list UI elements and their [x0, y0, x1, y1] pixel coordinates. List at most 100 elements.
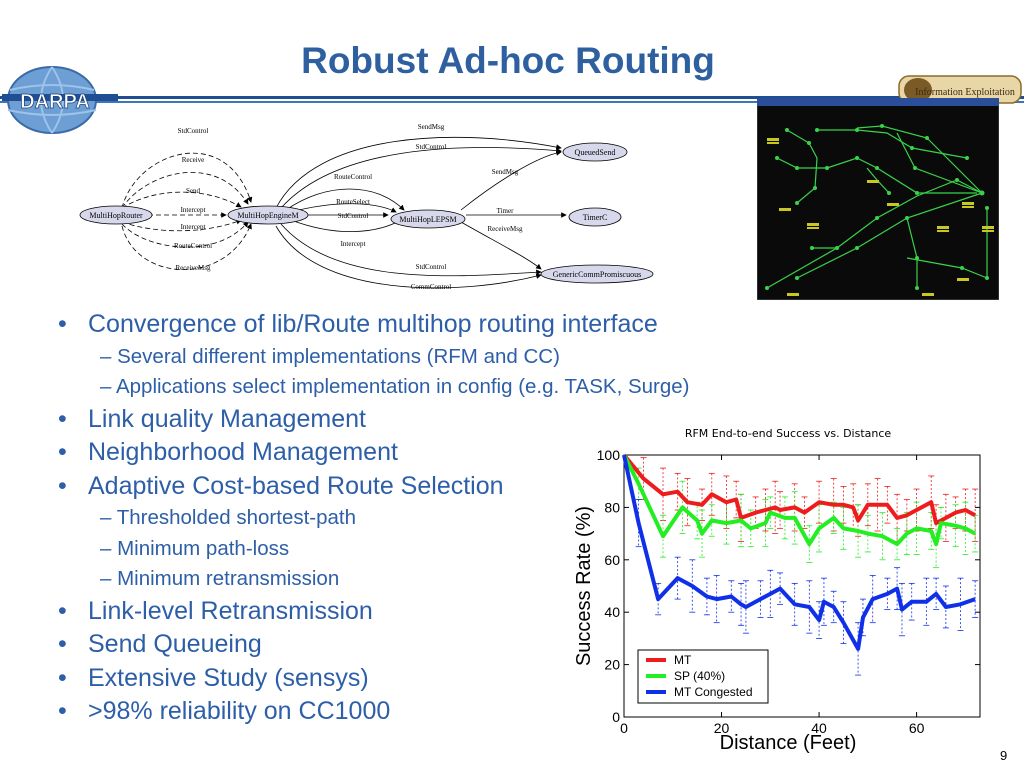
- y-tick-label: 60: [604, 552, 620, 568]
- legend-label-mtc: MT Congested: [674, 685, 753, 699]
- diagram-nodes: [79, 142, 654, 284]
- bullet-text: – Minimum retransmission: [100, 567, 340, 590]
- bullet-marker: •: [58, 596, 67, 625]
- bullet-marker: •: [58, 438, 67, 466]
- bullet-text: Neighborhood Management: [88, 438, 398, 466]
- sub-bullet-item: – Thresholded shortest-path: [58, 503, 618, 534]
- node-multihoprouter: MultiHopRouter: [89, 211, 143, 220]
- bullet-text: – Minimum path-loss: [100, 536, 290, 560]
- bullet-list: • Convergence of lib/Route multihop routi…: [58, 308, 690, 729]
- page-number: 9: [1000, 748, 1008, 763]
- y-axis-label: Success Rate (%): [573, 506, 595, 666]
- edge-label: RouteControl: [334, 173, 372, 181]
- bullet-marker: •: [58, 697, 67, 725]
- component-diagram: MultiHopRouter MultiHopEngineM MultiHopL…: [79, 123, 654, 291]
- bullet-text: Extensive Study (sensys): [88, 663, 369, 692]
- edge-label: ReceiveMsg: [176, 264, 211, 272]
- logo-band: [2, 94, 118, 101]
- bullet-marker: •: [58, 471, 67, 500]
- bullet-item: • Adaptive Cost-based Route Selection: [58, 470, 618, 504]
- bullet-text: – Several different implementations (RFM…: [100, 344, 560, 368]
- x-axis-label: Distance (Feet): [720, 732, 857, 754]
- chart-series: [622, 453, 977, 651]
- ixo-logo: Information Exploitation: [898, 75, 1022, 104]
- bullet-text: Link-level Retransmission: [88, 596, 373, 625]
- sub-bullet-item: – Several different implementations (RFM…: [58, 342, 618, 373]
- y-tick-label: 20: [604, 657, 620, 673]
- edge-label: Intercept: [181, 223, 206, 231]
- edge-label: CommControl: [411, 283, 452, 291]
- x-tick-label: 60: [909, 720, 925, 736]
- legend-label-mt: MT: [674, 653, 692, 667]
- y-axis-ticks: 0 20 40 60 80 100: [597, 447, 980, 725]
- edge-label: SendMsg: [492, 168, 519, 176]
- slide-title: Robust Ad-hoc Routing: [301, 40, 715, 81]
- edge-label: ReceiveMsg: [488, 225, 523, 233]
- x-tick-label: 20: [714, 720, 730, 736]
- bullet-item: • Send Queueing: [58, 628, 618, 662]
- node-annotations: [767, 138, 994, 296]
- edge-label: StdControl: [178, 127, 209, 135]
- y-tick-label: 40: [604, 604, 620, 620]
- bullet-text: – Thresholded shortest-path: [100, 506, 357, 529]
- bullet-item: • Link quality Management: [58, 403, 618, 437]
- diagram-node-labels: MultiHopRouter MultiHopEngineM MultiHopL…: [89, 148, 641, 279]
- series-line-0: [622, 453, 977, 526]
- node-queuedsend: QueuedSend: [575, 148, 616, 157]
- bullet-text: Convergence of lib/Route multihop routin…: [88, 310, 658, 338]
- edge-label: Receive: [182, 156, 205, 164]
- y-tick-label: 0: [612, 709, 620, 725]
- logo2-text: Information Exploitation: [915, 87, 1015, 98]
- sub-bullet-item: – Applications select implementation in …: [58, 372, 690, 403]
- node-timerc: TimerC: [583, 213, 608, 222]
- bullet-marker: •: [58, 663, 67, 692]
- edge-label: Timer: [497, 207, 515, 215]
- bullet-text: Send Queueing: [88, 630, 262, 658]
- logo2-emblem: [904, 78, 932, 102]
- bullet-item: • Link-level Retransmission: [58, 595, 618, 629]
- edge-label: RouteControl: [174, 242, 212, 250]
- bullet-text: >98% reliability on CC1000: [88, 697, 391, 725]
- sub-bullet-item: – Minimum retransmission: [58, 564, 618, 595]
- bullet-text: Adaptive Cost-based Route Selection: [88, 471, 504, 500]
- node-multihopenginem: MultiHopEngineM: [237, 211, 298, 220]
- network-nodes: [765, 124, 989, 290]
- bullet-item: • Neighborhood Management: [58, 436, 618, 470]
- bullet-text: – Applications select implementation in …: [100, 375, 690, 398]
- logo-text: DARPA: [20, 91, 90, 113]
- edge-label: SendMsg: [418, 123, 445, 131]
- edge-label: StdControl: [338, 212, 369, 220]
- edge-label: StdControl: [416, 263, 447, 271]
- darpa-logo: DARPA: [2, 66, 118, 134]
- header-rule: [0, 96, 1024, 99]
- sub-bullet-item: – Minimum path-loss: [58, 534, 618, 565]
- edge-label: Intercept: [341, 240, 366, 248]
- node-multihoplepsm: MultiHopLEPSM: [399, 215, 456, 224]
- series-line-1: [622, 454, 977, 547]
- y-tick-label: 80: [604, 499, 620, 515]
- edge-label: StdControl: [416, 143, 447, 151]
- node-genericcommpromiscuous: GenericCommPromiscuous: [553, 270, 641, 279]
- header-rule-secondary: [0, 101, 1024, 103]
- y-tick-label: 100: [597, 447, 621, 463]
- bullet-item: • Convergence of lib/Route multihop routi…: [58, 308, 658, 342]
- bullet-item: • >98% reliability on CC1000: [58, 695, 618, 729]
- edge-label: Send: [186, 187, 201, 195]
- bullet-text: Link quality Management: [88, 404, 366, 433]
- chart-legend: MT SP (40%) MT Congested: [637, 649, 769, 704]
- success-rate-chart: RFM End-to-end Success vs. Distance 0 20 4…: [573, 427, 981, 754]
- edge-label: Intercept: [181, 206, 206, 214]
- network-screenshot: [757, 98, 999, 300]
- bullet-marker: •: [58, 404, 67, 433]
- bullet-marker: •: [58, 630, 67, 658]
- diagram-edge-labels: StdControl Receive Send Intercept Interc…: [174, 123, 523, 291]
- bullet-marker: •: [58, 310, 67, 338]
- bullet-item: • Extensive Study (sensys): [58, 662, 618, 696]
- x-tick-label: 0: [620, 720, 628, 736]
- diagram-edges: [121, 136, 567, 289]
- legend-label-sp: SP (40%): [674, 669, 725, 683]
- globe-lines: [7, 66, 97, 134]
- screenshot-titlebar: [757, 98, 999, 106]
- edge-label: RouteSelect: [336, 198, 370, 206]
- chart-title: RFM End-to-end Success vs. Distance: [685, 427, 892, 440]
